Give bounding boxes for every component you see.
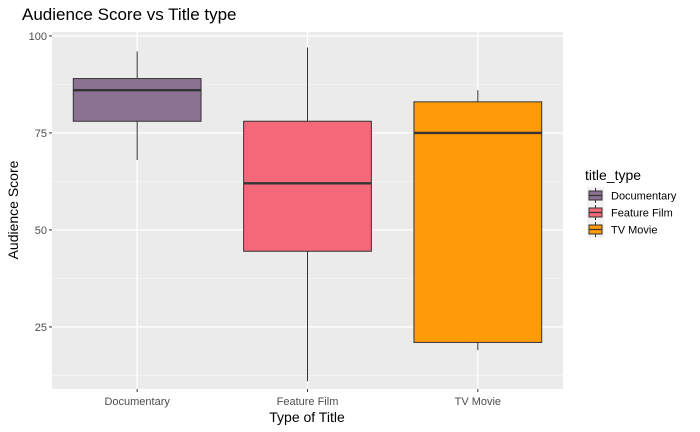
y-tick-label: 25: [35, 322, 47, 334]
x-axis: Documentary Feature Film TV Movie: [104, 389, 501, 408]
legend-item: Documentary: [587, 187, 677, 204]
x-axis-title: Type of Title: [269, 409, 345, 425]
x-tick-label: Documentary: [104, 396, 170, 408]
legend-item: Feature Film: [587, 204, 673, 221]
box-iqr: [72, 78, 202, 122]
boxplot-feature-film: [243, 47, 372, 382]
box-iqr: [413, 101, 543, 343]
legend-label: TV Movie: [611, 225, 657, 237]
y-axis-title: Audience Score: [5, 160, 21, 259]
boxplot-documentary: [72, 51, 202, 161]
legend: title_type Documentary Feature Film TV Mov…: [585, 167, 677, 238]
y-tick-label: 50: [35, 225, 47, 237]
legend-label: Documentary: [611, 191, 677, 203]
x-tick-label: TV Movie: [455, 396, 501, 408]
y-tick-label: 100: [29, 31, 47, 43]
box-iqr: [243, 120, 372, 252]
chart-title: Audience Score vs Title type: [22, 5, 237, 24]
y-tick-label: 75: [35, 128, 47, 140]
y-axis: 25 50 75 100: [29, 31, 52, 334]
legend-label: Feature Film: [611, 208, 673, 220]
boxplot-tv-movie: [413, 90, 543, 351]
boxplots: [72, 47, 543, 382]
x-tick-label: Feature Film: [277, 396, 339, 408]
legend-title: title_type: [585, 167, 641, 183]
legend-item: TV Movie: [587, 221, 657, 238]
